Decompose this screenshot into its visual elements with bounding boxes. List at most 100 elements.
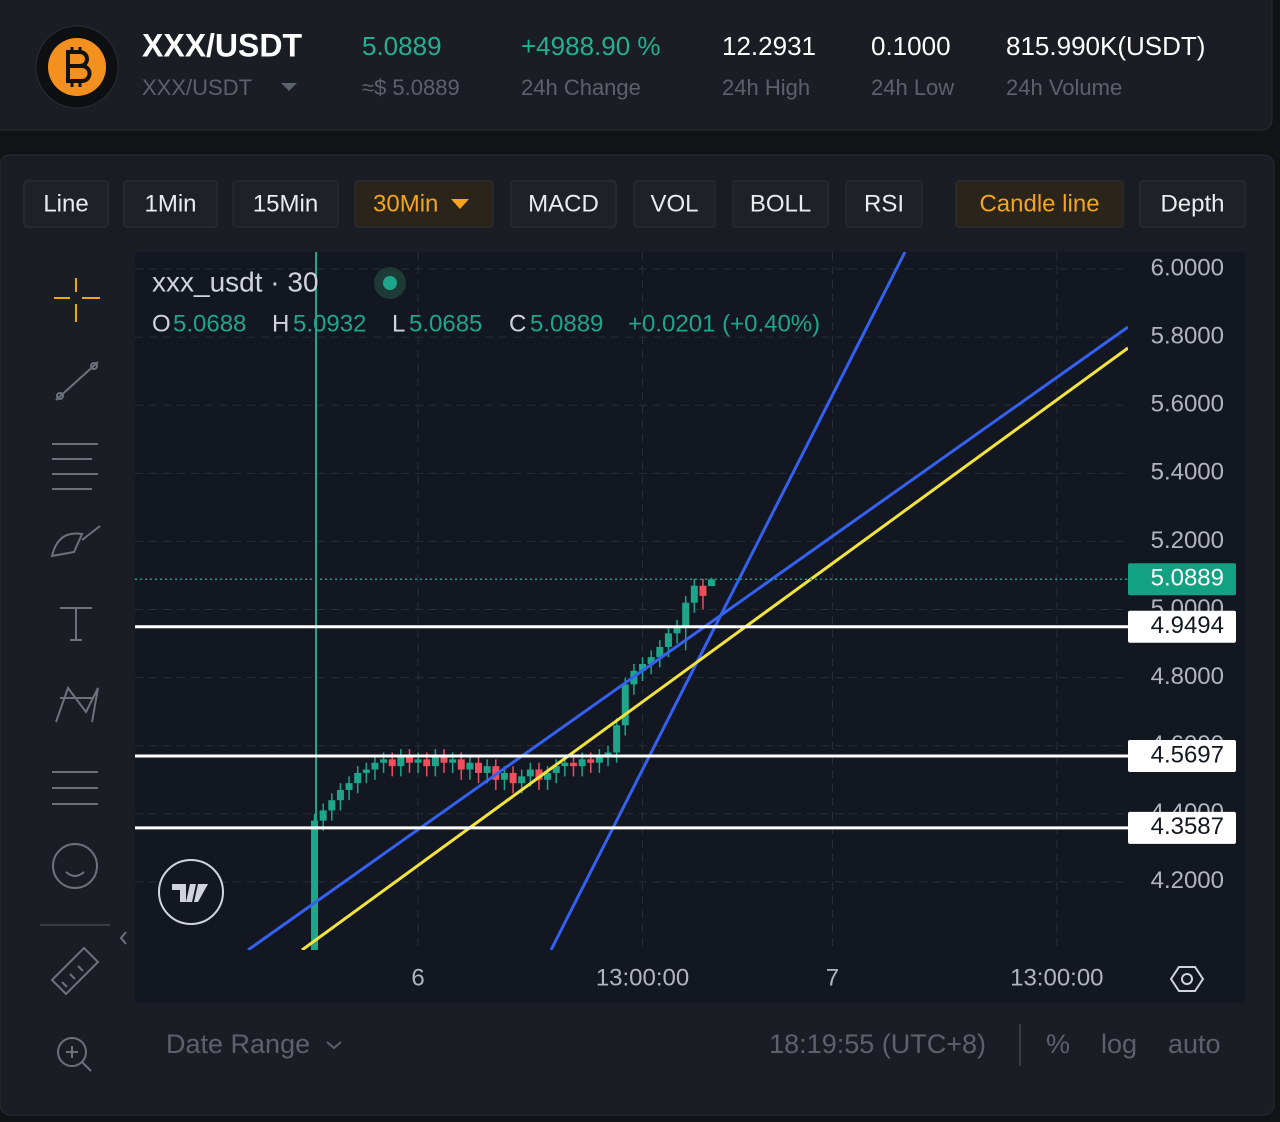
settings-icon[interactable] [1169,966,1205,992]
date-range-arrow[interactable] [326,1041,342,1050]
candle-body [431,755,439,767]
toolbar-label[interactable]: VOL [650,190,698,217]
prediction-tool[interactable] [52,771,98,805]
candle-body [595,755,603,763]
trend-line[interactable] [301,346,1128,950]
stat-value: 0.1000 [871,31,951,61]
candle-body [371,762,379,770]
header-panel [0,0,1273,131]
candle-body [397,755,405,767]
toolbar-label[interactable]: Depth [1160,190,1224,217]
toolbar-label[interactable]: Candle line [979,190,1099,217]
candle-body [449,759,457,763]
toolbar-button[interactable] [510,180,617,228]
crosshair-tool[interactable] [54,278,100,322]
candle-body [708,579,716,587]
price-line-label: 4.3587 [1151,813,1224,840]
price-line-box [1128,740,1236,773]
toolbar-button[interactable] [354,180,494,228]
toolbar-button[interactable] [955,180,1124,228]
candle-body [664,633,672,647]
ohlc-value: 5.0932 [293,310,366,337]
stat-label: 24h Volume [1006,75,1122,100]
ohlc-value: 5.0889 [530,310,603,337]
toolbar-label[interactable]: RSI [864,190,904,217]
dropdown-arrow[interactable] [451,199,469,209]
candle-body [569,762,577,767]
candle-body [544,772,552,780]
fib-tool[interactable] [52,443,98,490]
candle-body [682,602,690,627]
x-tick-label: 6 [411,964,424,991]
price-line-box [1128,811,1236,844]
stat-label: 24h High [722,75,810,100]
text-tool[interactable] [60,607,92,641]
date-range[interactable]: Date Range [166,1029,310,1059]
y-tick-label: 5.6000 [1151,391,1224,418]
candle-body [526,769,534,777]
zoom-tool[interactable] [57,1037,87,1067]
candle-body [414,759,422,763]
trend-line[interactable] [247,325,1128,950]
toolbar-label[interactable]: 15Min [253,190,318,217]
ohlc-key: H [272,310,289,337]
clock: 18:19:55 (UTC+8) [769,1029,986,1059]
stat-value: 12.2931 [722,31,816,61]
candle-body [535,769,543,780]
toolbar-button[interactable] [23,180,109,228]
stat-label: 24h Low [871,75,954,100]
toolbar-button[interactable] [732,180,829,228]
candle-body [311,820,319,950]
dropdown-arrow[interactable] [281,83,297,91]
trend-line[interactable] [549,252,907,950]
toolbar-label[interactable]: 30Min [373,190,438,217]
candle-body [328,800,336,811]
toolbar-button[interactable] [633,180,716,228]
toolbar-label[interactable]: BOLL [750,190,811,217]
candle-body [604,752,612,756]
ohlc-value: 5.0688 [173,310,246,337]
scale-option[interactable]: % [1046,1029,1070,1059]
candle-body [440,755,448,763]
toolbar-button[interactable] [1139,180,1246,228]
ohlc-value: 5.0685 [409,310,482,337]
candle-body [621,684,629,726]
emoji-tool[interactable] [52,843,98,889]
toolbar-button[interactable] [123,180,218,228]
ohlc-change: +0.0201 (+0.40%) [628,310,820,337]
brush-tool[interactable] [50,525,101,558]
candle-body [647,657,655,664]
candle-body [639,663,647,671]
collapse-arrow[interactable] [119,931,127,945]
ohlc-key: O [152,310,171,337]
toolbar-button[interactable] [232,180,339,228]
toolbar-label[interactable]: MACD [528,190,599,217]
pattern-tool[interactable] [55,685,99,723]
price-line-box [1128,610,1236,643]
candle-body [466,762,474,770]
toolbar-button[interactable] [845,180,923,228]
ruler-tool[interactable] [50,946,100,996]
candle-body [500,772,508,780]
scale-option[interactable]: auto [1168,1029,1221,1059]
status-dot [383,276,397,290]
toolbar-label[interactable]: Line [43,190,88,217]
candle-body [509,772,517,784]
candle-body [673,626,681,634]
toolbar-label[interactable]: 1Min [144,190,196,217]
y-tick-label: 5.4000 [1151,459,1224,486]
candle-body [362,769,370,773]
x-tick-label: 13:00:00 [596,964,689,991]
candle-body [699,585,707,596]
pair-select[interactable]: XXX/USDT [142,75,252,100]
stat-value: +4988.90 % [521,31,661,61]
current-price-label: 5.0889 [1151,565,1224,592]
symbol: XXX/USDT [142,27,302,63]
candle-body [483,766,491,773]
scale-option[interactable]: log [1101,1029,1137,1059]
y-tick-label: 5.2000 [1151,527,1224,554]
candle-body [388,759,396,767]
stat-label: 24h Change [521,75,641,100]
legend-title: xxx_usdt · 30 [152,266,319,297]
